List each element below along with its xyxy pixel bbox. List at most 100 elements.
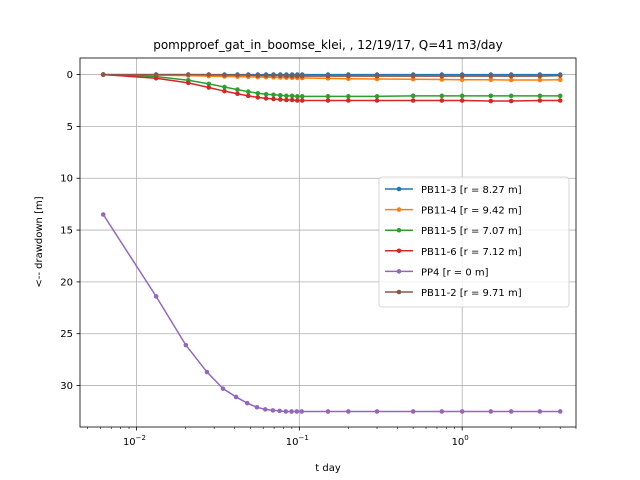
data-point	[277, 97, 283, 102]
data-point	[410, 98, 416, 103]
legend-marker	[396, 248, 402, 254]
data-point	[284, 73, 289, 79]
x-tick-label: 10−1	[286, 434, 309, 448]
data-point	[289, 409, 294, 414]
legend-label: PP4 [r = 0 m]	[421, 267, 489, 278]
legend-item: PB11-2 [r = 9.71 m]	[385, 288, 522, 299]
data-point	[295, 98, 300, 103]
data-point	[289, 97, 295, 103]
data-point	[295, 94, 300, 99]
data-point	[557, 98, 563, 103]
data-point	[262, 407, 268, 412]
legend-marker	[396, 269, 402, 274]
data-point	[537, 98, 543, 103]
data-point	[439, 93, 445, 99]
data-point	[488, 409, 494, 414]
data-point	[222, 88, 227, 94]
data-point	[488, 73, 494, 79]
y-tick-label: 5	[67, 122, 73, 133]
legend: PB11-3 [r = 8.27 m] PB11-4 [r = 9.42 m] PB…	[378, 176, 570, 308]
data-point	[233, 394, 239, 400]
data-point	[325, 94, 331, 99]
legend-marker	[396, 227, 402, 233]
data-point	[206, 85, 212, 90]
legend-item: PB11-3 [r = 8.27 m]	[385, 185, 522, 196]
y-tick-label: 20	[60, 277, 73, 288]
data-point	[299, 409, 305, 414]
plot-frame	[79, 57, 577, 428]
y-tick-label: 0	[67, 70, 73, 81]
legend-label: PB11-2 [r = 9.71 m]	[421, 288, 522, 299]
data-point	[235, 91, 240, 97]
data-point	[222, 84, 227, 90]
data-point	[374, 98, 380, 103]
data-point	[271, 73, 276, 78]
data-point	[100, 212, 106, 217]
data-point	[185, 80, 191, 86]
data-point	[508, 93, 514, 99]
data-point	[537, 73, 543, 79]
data-point	[508, 77, 514, 83]
legend-item: PB11-5 [r = 7.07 m]	[385, 226, 522, 237]
chart-title: pompproef_gat_in_boomse_klei, , 12/19/17…	[153, 38, 503, 52]
data-point	[557, 73, 563, 78]
data-point	[153, 72, 159, 77]
y-tick-label: 25	[60, 329, 73, 340]
data-point	[263, 73, 269, 78]
data-point	[346, 94, 351, 99]
data-point	[277, 73, 283, 78]
data-point	[374, 409, 380, 414]
data-point	[204, 369, 210, 375]
data-point	[206, 72, 212, 77]
data-point	[245, 93, 251, 99]
legend-box	[378, 176, 570, 308]
data-point	[459, 409, 465, 414]
series-6	[100, 72, 563, 79]
data-point	[245, 89, 251, 94]
data-point	[299, 94, 305, 99]
legend-label: PB11-6 [r = 7.12 m]	[421, 247, 522, 258]
y-axis-label: <-- drawdown [m]	[34, 196, 45, 287]
data-point	[459, 73, 465, 79]
data-point	[100, 72, 106, 77]
data-point	[374, 73, 380, 79]
data-point	[508, 98, 514, 104]
data-point	[488, 93, 494, 99]
data-point	[235, 87, 240, 92]
legend-marker	[396, 186, 402, 192]
data-point	[294, 409, 300, 414]
data-point	[439, 409, 445, 414]
legend-label: PB11-4 [r = 9.42 m]	[421, 206, 522, 217]
data-point	[299, 73, 305, 79]
data-point	[557, 77, 563, 83]
data-point	[557, 409, 563, 414]
data-point	[255, 73, 261, 78]
x-tick-label: 100	[452, 434, 469, 448]
data-point	[537, 409, 543, 414]
data-point	[284, 93, 289, 99]
data-point	[153, 294, 159, 299]
legend-item: PB11-4 [r = 9.42 m]	[385, 206, 522, 217]
data-point	[537, 93, 543, 99]
y-tick-label: 15	[60, 226, 73, 237]
data-point	[488, 77, 494, 83]
y-tick-label: 30	[60, 381, 73, 392]
y-tick-label: 10	[60, 174, 73, 185]
data-point	[185, 72, 191, 77]
data-point	[263, 96, 269, 101]
data-point	[410, 409, 416, 414]
data-point	[508, 409, 514, 414]
data-point	[459, 93, 465, 99]
legend-label: PB11-5 [r = 7.07 m]	[421, 226, 522, 237]
data-point	[235, 72, 240, 78]
data-point	[459, 77, 465, 83]
legend-item: PB11-6 [r = 7.12 m]	[385, 247, 522, 258]
data-point	[220, 386, 226, 391]
data-point	[537, 77, 543, 83]
data-point	[325, 98, 331, 103]
data-point	[245, 72, 251, 78]
data-point	[325, 73, 331, 79]
data-point	[299, 98, 305, 103]
data-point	[557, 93, 563, 99]
data-point	[374, 94, 380, 99]
